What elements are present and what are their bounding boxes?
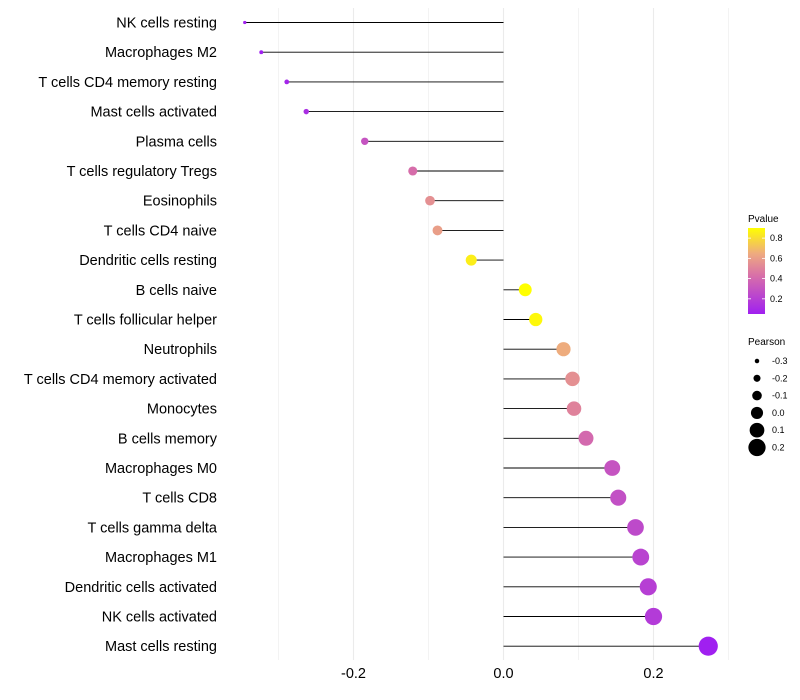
category-label: T cells gamma delta (88, 520, 218, 536)
x-tick-label: 0.0 (493, 666, 513, 682)
category-label: B cells memory (118, 431, 218, 447)
category-label: Macrophages M2 (105, 45, 217, 61)
category-label: NK cells resting (116, 16, 217, 32)
data-point (604, 460, 621, 476)
size-legend-label: -0.2 (772, 373, 788, 383)
colorbar-tick-label: 0.2 (770, 294, 783, 304)
category-label: Dendritic cells activated (65, 580, 217, 596)
category-label: Mast cells activated (90, 105, 217, 121)
size-legend-key (754, 358, 760, 364)
size-legend-label: -0.1 (772, 391, 788, 401)
data-point (644, 607, 663, 626)
points (243, 20, 718, 656)
size-legend-label: 0.2 (772, 443, 785, 453)
data-point (284, 79, 290, 85)
data-point (425, 195, 435, 206)
category-label: Monocytes (147, 402, 217, 418)
data-point (432, 225, 443, 236)
stems (244, 22, 709, 647)
pvalue-legend: Pvalue 0.2 0.4 0.6 0.8 (748, 214, 783, 314)
pvalue-legend-title: Pvalue (748, 214, 779, 225)
category-label: Eosinophils (143, 194, 217, 210)
x-axis-ticks: -0.2 0.0 0.2 (341, 666, 664, 682)
category-label: NK cells activated (102, 610, 217, 626)
size-legend-key (753, 374, 761, 382)
data-point (518, 283, 532, 297)
category-label: Neutrophils (144, 342, 217, 358)
data-point (698, 636, 718, 656)
category-label: Dendritic cells resting (79, 253, 217, 269)
x-tick-label: 0.2 (643, 666, 663, 682)
data-point (408, 166, 418, 176)
size-legend-key (748, 438, 766, 457)
colorbar-tick-label: 0.8 (770, 233, 783, 243)
category-label: T cells CD4 memory activated (24, 372, 217, 388)
pearson-legend-title: Pearson (748, 337, 785, 348)
category-label: Mast cells resting (105, 639, 217, 655)
data-point (632, 548, 650, 566)
data-point (565, 371, 580, 387)
category-label: T cells follicular helper (74, 313, 217, 329)
x-tick-label: -0.2 (341, 666, 366, 682)
size-legend-key (749, 422, 765, 438)
colorbar-tick-label: 0.4 (770, 274, 783, 284)
data-point (303, 108, 309, 115)
data-point (243, 20, 247, 25)
category-label: T cells CD4 naive (104, 223, 217, 239)
gridlines (278, 8, 729, 660)
data-point (639, 578, 657, 596)
data-point (556, 342, 571, 357)
category-label: Macrophages M0 (105, 461, 217, 477)
category-label: T cells CD4 memory resting (38, 75, 217, 91)
data-point (627, 519, 644, 536)
category-label: T cells CD8 (142, 491, 217, 507)
data-point (259, 50, 264, 55)
size-legend-key (750, 406, 764, 419)
pearson-legend: Pearson -0.3 -0.2 -0.1 0.0 0.1 0.2 (748, 337, 788, 457)
data-point (465, 254, 477, 266)
data-point (529, 312, 543, 327)
data-point (610, 489, 627, 506)
category-label: B cells naive (136, 283, 217, 299)
data-point (578, 430, 594, 446)
data-point (566, 401, 582, 416)
size-legend-label: 0.1 (772, 425, 785, 435)
pvalue-colorbar (748, 228, 765, 314)
category-label: Plasma cells (136, 134, 217, 150)
data-point (361, 137, 369, 146)
category-labels: NK cells resting Macrophages M2 T cells CD… (24, 16, 218, 656)
size-legend-key (752, 390, 762, 401)
category-label: T cells regulatory Tregs (67, 164, 217, 180)
category-label: Macrophages M1 (105, 550, 217, 566)
colorbar-tick-label: 0.6 (770, 253, 783, 263)
size-legend-label: 0.0 (772, 408, 785, 418)
size-legend-label: -0.3 (772, 356, 788, 366)
